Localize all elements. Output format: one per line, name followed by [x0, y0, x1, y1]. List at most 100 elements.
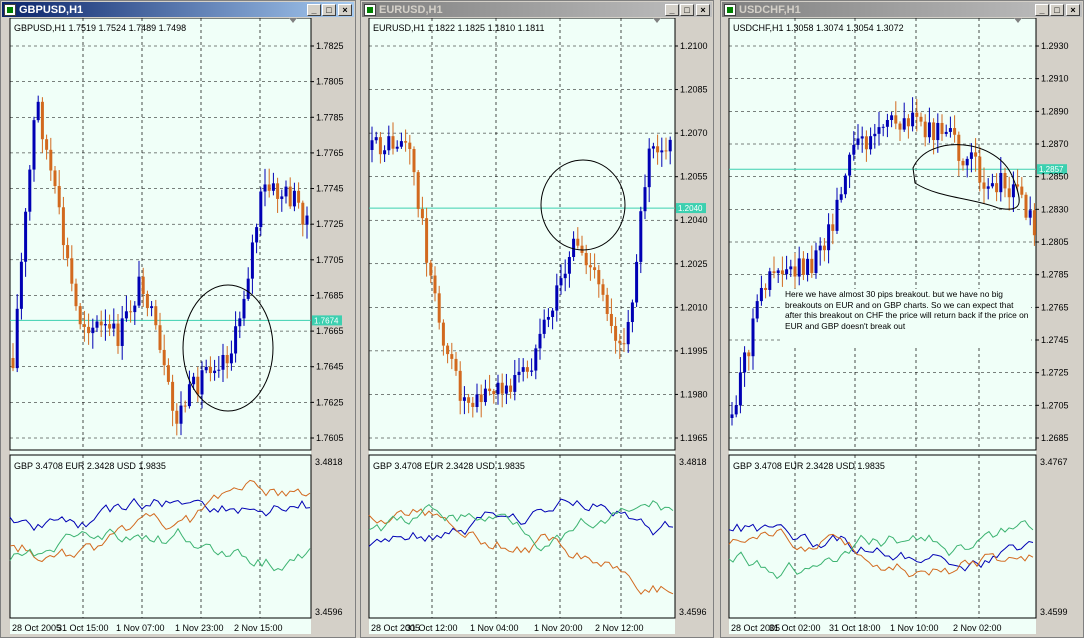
candle-body: [974, 152, 978, 157]
indicator-line: [728, 520, 1034, 580]
candle-body: [225, 354, 229, 364]
candle-body: [1032, 210, 1036, 236]
candle-body: [255, 227, 259, 243]
candle-body: [873, 133, 877, 137]
x-tick-label: 1 Nov 10:00: [890, 623, 939, 633]
candle-body: [15, 308, 19, 369]
indicator-header: GBP 3.4708 EUR 2.3428 USD 1.9835: [373, 461, 525, 471]
chart-area[interactable]: 1.2040 EURUSD,H1 1.1822 1.1825 1.1810 1.…: [363, 18, 712, 638]
candle-body: [292, 190, 296, 207]
candle-body: [1020, 186, 1024, 195]
indicator-line: [728, 523, 1034, 572]
candle-body: [635, 261, 639, 303]
window-titlebar[interactable]: GBPUSD,H1 _ □ ×: [2, 2, 354, 17]
minimize-button[interactable]: _: [1035, 3, 1049, 16]
price-pane: [368, 18, 676, 451]
y-tick-label: 1.1980: [680, 389, 708, 399]
chart-area[interactable]: 1.7674 GBPUSD,H1 1.7519 1.7524 1.7489 1.…: [3, 18, 354, 638]
candle-body: [45, 139, 49, 150]
y-tick-label: 1.2685: [1041, 433, 1069, 443]
candle-body: [793, 266, 797, 277]
price-level-marker: [312, 315, 342, 326]
candle-body: [154, 306, 158, 326]
candle-body: [747, 352, 751, 357]
candle-body: [246, 278, 250, 299]
window-titlebar[interactable]: USDCHF,H1 _ □ ×: [722, 2, 1082, 17]
candle-body: [639, 211, 643, 262]
candle-body: [192, 376, 196, 385]
candle-body: [759, 287, 763, 302]
y-tick-label: 1.7725: [316, 219, 344, 229]
window-title: GBPUSD,H1: [19, 3, 84, 16]
candle-body: [768, 271, 772, 290]
minimize-button[interactable]: _: [307, 3, 321, 16]
chart-window-icon: [724, 3, 736, 16]
y-tick-label: 1.2025: [680, 259, 708, 269]
chart-window-eurusd[interactable]: EURUSD,H1 _ □ × 1.2040 EURUSD,H1 1.1822 …: [360, 0, 714, 638]
price-level-label: 1.2857: [1039, 165, 1064, 174]
indicator-tick-label: 3.4818: [679, 457, 707, 467]
candle-body: [814, 250, 818, 274]
maximize-button[interactable]: □: [1050, 3, 1064, 16]
candle-body: [906, 118, 910, 127]
candle-body: [454, 358, 458, 371]
candle-body: [743, 352, 747, 373]
candle-body: [894, 115, 898, 124]
maximize-button[interactable]: □: [322, 3, 336, 16]
candle-body: [383, 150, 387, 155]
candle-body: [1003, 172, 1007, 189]
candle-body: [483, 388, 487, 403]
candle-body: [395, 146, 399, 149]
y-tick-label: 1.2040: [680, 215, 708, 225]
candle-body: [839, 194, 843, 200]
close-button[interactable]: ×: [696, 3, 710, 16]
indicator-line: [9, 497, 311, 532]
candle-body: [238, 318, 242, 327]
candle-body: [911, 112, 915, 127]
candle-body: [810, 258, 814, 274]
candle-body: [588, 265, 592, 268]
candle-body: [818, 245, 822, 251]
x-tick-label: 2 Nov 02:00: [953, 623, 1002, 633]
candle-body: [647, 148, 651, 188]
x-tick-label: 28 Oct 2005: [731, 623, 780, 633]
candle-body: [450, 354, 454, 359]
candle-body: [751, 318, 755, 357]
candle-body: [433, 275, 437, 294]
chart-window-gbpusd[interactable]: GBPUSD,H1 _ □ × 1.7674 GBPUSD,H1 1.7519 …: [0, 0, 356, 638]
close-button[interactable]: ×: [1066, 3, 1080, 16]
candle-body: [441, 322, 445, 346]
candle-body: [843, 175, 847, 195]
candle-body: [217, 369, 221, 371]
candle-body: [53, 170, 57, 187]
y-tick-label: 1.2890: [1041, 106, 1069, 116]
candle-body: [120, 318, 124, 346]
maximize-button[interactable]: □: [680, 3, 694, 16]
y-tick-label: 1.2055: [680, 172, 708, 182]
candle-body: [542, 319, 546, 334]
candle-body: [898, 123, 902, 130]
chart-header: GBPUSD,H1 1.7519 1.7524 1.7489 1.7498: [14, 23, 186, 33]
candle-body: [95, 321, 99, 328]
candle-body: [208, 366, 212, 374]
candle-body: [764, 287, 768, 290]
candle-body: [91, 327, 95, 334]
candle-body: [567, 256, 571, 274]
minimize-button[interactable]: _: [665, 3, 679, 16]
candle-body: [580, 245, 584, 253]
candle-body: [150, 306, 154, 309]
window-title: EURUSD,H1: [379, 3, 443, 16]
chart-shift-marker: [653, 18, 661, 23]
candle-body: [66, 245, 70, 259]
candle-body: [530, 370, 534, 372]
candle-body: [881, 126, 885, 128]
candle-body: [643, 187, 647, 212]
price-level-label: 1.7674: [314, 316, 339, 325]
candle-body: [785, 269, 789, 275]
candle-body: [614, 325, 618, 341]
candle-body: [475, 394, 479, 407]
window-titlebar[interactable]: EURUSD,H1 _ □ ×: [362, 2, 712, 17]
x-tick-label: 2 Nov 15:00: [234, 623, 283, 633]
close-button[interactable]: ×: [338, 3, 352, 16]
candle-body: [927, 122, 931, 138]
